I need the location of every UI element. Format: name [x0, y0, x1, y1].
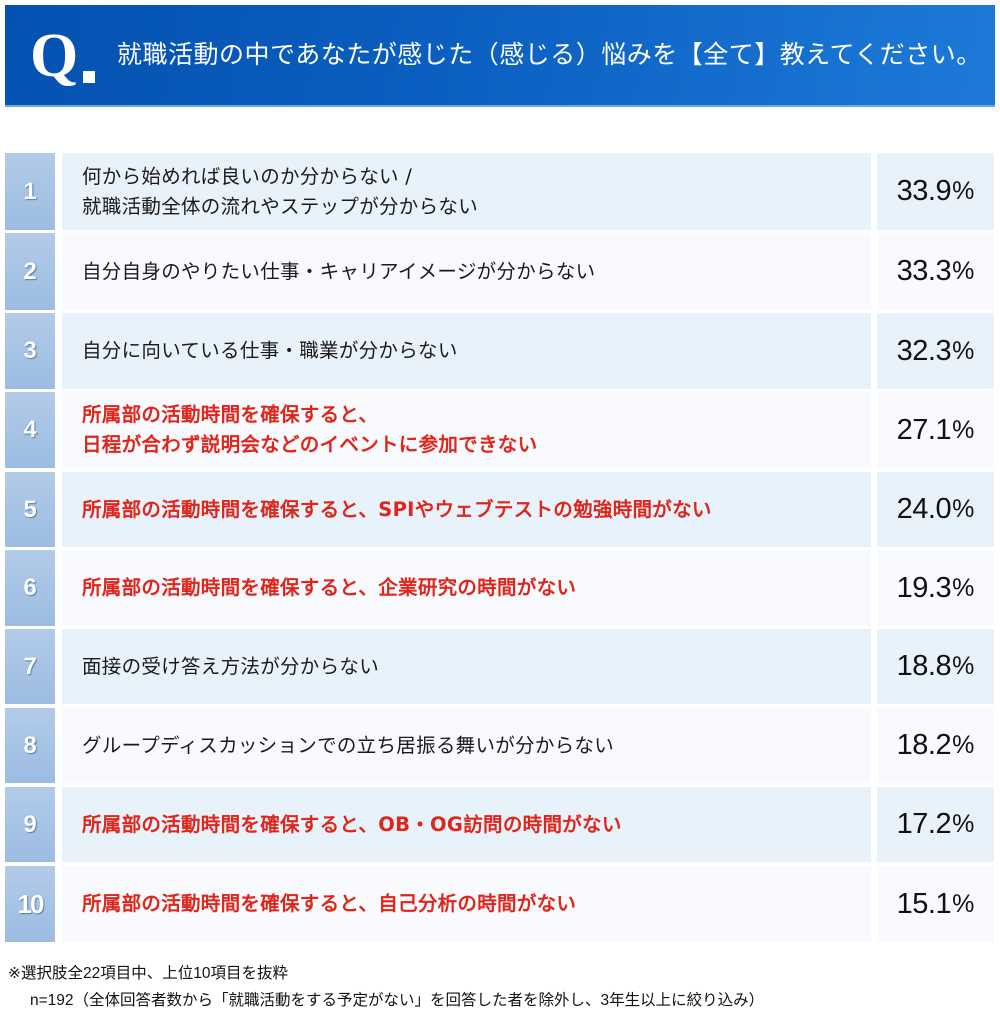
rank-badge: 3: [5, 313, 55, 389]
percent-unit: %: [952, 257, 975, 285]
rank-badge: 6: [5, 550, 55, 626]
rank-badge: 10: [5, 866, 55, 942]
item-label-highlighted: 所属部の活動時間を確保すると、OB・OG訪問の時間がない: [82, 812, 622, 836]
table-row: 9 所属部の活動時間を確保すると、OB・OG訪問の時間がない 17.2%: [5, 787, 995, 862]
percent-cell: 18.2%: [877, 708, 994, 783]
table-row: 6 所属部の活動時間を確保すると、企業研究の時間がない 19.3%: [5, 550, 995, 626]
percent-value: 24.0: [896, 493, 952, 525]
footnote-sample-note: n=192（全体回答者数から「就職活動をする予定がない」を回答した者を除外し、3…: [30, 992, 765, 1009]
percent-cell: 33.3%: [877, 233, 994, 310]
percent-value: 18.8: [896, 650, 952, 682]
item-label-cell: 所属部の活動時間を確保すると、SPIやウェブテストの勉強時間がない: [62, 472, 871, 547]
q-mark-icon: Q: [30, 22, 78, 90]
percent-unit: %: [952, 731, 975, 759]
rank-badge: 7: [5, 629, 55, 704]
percent-value: 17.2: [896, 808, 952, 840]
table-row: 5 所属部の活動時間を確保すると、SPIやウェブテストの勉強時間がない 24.0…: [5, 472, 995, 547]
percent-unit: %: [952, 415, 975, 444]
item-label-cell: 所属部の活動時間を確保すると、 日程が合わず説明会などのイベントに参加できない: [62, 392, 871, 468]
percent-value: 15.1: [896, 887, 952, 920]
table-row: 10 所属部の活動時間を確保すると、自己分析の時間がない 15.1%: [5, 866, 995, 942]
item-label-cell: 所属部の活動時間を確保すると、自己分析の時間がない: [62, 866, 871, 942]
percent-unit: %: [952, 336, 975, 365]
table-row: 2 自分自身のやりたい仕事・キャリアイメージが分からない 33.3%: [5, 233, 995, 310]
percent-cell: 32.3%: [877, 313, 994, 389]
item-label-cell: 所属部の活動時間を確保すると、OB・OG訪問の時間がない: [62, 787, 871, 862]
percent-cell: 18.8%: [877, 629, 994, 704]
item-label-highlighted: 所属部の活動時間を確保すると、企業研究の時間がない: [82, 576, 577, 599]
rank-badge: 2: [5, 233, 55, 310]
item-label-cell: グループディスカッションでの立ち居振る舞いが分からない: [62, 708, 871, 783]
item-label-highlighted: 所属部の活動時間を確保すると、SPIやウェブテストの勉強時間がない: [82, 497, 712, 521]
rank-badge: 9: [5, 787, 55, 862]
item-label: 何から始めれば良いのか分からない / 就職活動全体の流れやステップが分からない: [82, 164, 479, 218]
percent-unit: %: [952, 810, 975, 838]
item-label-cell: 何から始めれば良いのか分からない / 就職活動全体の流れやステップが分からない: [62, 153, 871, 230]
item-label-highlighted: 所属部の活動時間を確保すると、 日程が合わず説明会などのイベントに参加できない: [82, 403, 538, 456]
percent-value: 33.3: [896, 255, 952, 287]
rank-badge: 8: [5, 708, 55, 783]
percent-unit: %: [952, 652, 975, 680]
question-header: Q 就職活動の中であなたが感じた（感じる）悩みを【全て】教えてください。: [5, 5, 995, 107]
item-label: 自分に向いている仕事・職業が分からない: [82, 339, 458, 362]
item-label-cell: 所属部の活動時間を確保すると、企業研究の時間がない: [62, 550, 871, 626]
item-label-cell: 自分自身のやりたい仕事・キャリアイメージが分からない: [62, 233, 871, 310]
item-label: 自分自身のやりたい仕事・キャリアイメージが分からない: [82, 259, 596, 283]
item-label-cell: 面接の受け答え方法が分からない: [62, 629, 871, 704]
percent-value: 33.9: [896, 175, 952, 207]
percent-unit: %: [952, 573, 975, 602]
percent-value: 19.3: [896, 571, 952, 604]
percent-cell: 15.1%: [877, 866, 994, 942]
percent-cell: 17.2%: [877, 787, 994, 862]
table-row: 3 自分に向いている仕事・職業が分からない 32.3%: [5, 313, 995, 389]
item-label-cell: 自分に向いている仕事・職業が分からない: [62, 313, 871, 389]
table-row: 7 面接の受け答え方法が分からない 18.8%: [5, 629, 995, 704]
percent-cell: 19.3%: [877, 550, 994, 626]
rank-badge: 1: [5, 153, 55, 230]
item-label: 面接の受け答え方法が分からない: [82, 654, 380, 678]
q-dot-icon: [83, 71, 95, 83]
percent-value: 18.2: [896, 729, 952, 761]
footnote-selection-note: ※選択肢全22項目中、上位10項目を抜粋: [8, 965, 288, 982]
rank-badge: 4: [5, 392, 55, 468]
percent-value: 32.3: [896, 334, 952, 367]
footnote: ※選択肢全22項目中、上位10項目を抜粋 n=192（全体回答者数から「就職活動…: [8, 960, 764, 1014]
item-label-highlighted: 所属部の活動時間を確保すると、自己分析の時間がない: [82, 892, 577, 915]
question-title: 就職活動の中であなたが感じた（感じる）悩みを【全て】教えてください。: [117, 40, 982, 69]
rank-badge: 5: [5, 472, 55, 547]
percent-value: 27.1: [896, 413, 952, 446]
percent-unit: %: [952, 177, 975, 205]
table-row: 1 何から始めれば良いのか分からない / 就職活動全体の流れやステップが分からな…: [5, 153, 995, 230]
item-label: グループディスカッションでの立ち居振る舞いが分からない: [82, 733, 615, 757]
percent-cell: 24.0%: [877, 472, 994, 547]
percent-unit: %: [952, 889, 975, 918]
percent-cell: 33.9%: [877, 153, 994, 230]
table-row: 8 グループディスカッションでの立ち居振る舞いが分からない 18.2%: [5, 708, 995, 783]
percent-unit: %: [952, 495, 975, 523]
percent-cell: 27.1%: [877, 392, 994, 468]
table-row: 4 所属部の活動時間を確保すると、 日程が合わず説明会などのイベントに参加できな…: [5, 392, 995, 468]
